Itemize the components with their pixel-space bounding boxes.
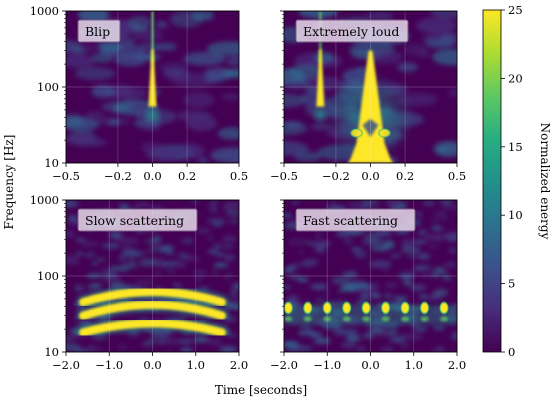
colorbar-tick-label: 20 <box>508 71 523 85</box>
y-tick-label: 1000 <box>30 4 59 18</box>
y-tick-label: 10 <box>44 156 59 170</box>
panel-title-box: Fast scattering <box>295 208 416 232</box>
x-tick-label: 2.0 <box>448 358 466 372</box>
x-axis-label: Time [seconds] <box>215 383 307 397</box>
colorbar-tick-label: 0 <box>508 345 515 359</box>
colorbar-label: Normalized energy <box>538 123 550 240</box>
colorbar: 0 5 10 15 20 25 Normalized energy <box>482 3 550 359</box>
panel-title-box: Slow scattering <box>77 208 198 232</box>
x-ticks: −0.5 −0.2 0.0 0.2 0.5 <box>52 163 248 183</box>
colorbar-tick-label: 5 <box>508 277 515 291</box>
panel-title: Extremely loud <box>303 24 399 39</box>
panel-3: Fast scattering −2.0 −1.0 0.0 1.0 2.0 <box>270 199 466 372</box>
panel-title: Slow scattering <box>85 213 184 228</box>
x-tick-label: 0.2 <box>178 169 196 183</box>
x-tick-label: −2.0 <box>270 358 298 372</box>
x-tick-label: 0.2 <box>396 169 414 183</box>
y-ticks: 10 100 1000 <box>30 193 66 359</box>
y-axis-label: Frequency [Hz] <box>2 135 16 230</box>
x-tick-label: 0.0 <box>361 169 379 183</box>
y-tick-label: 100 <box>37 269 59 283</box>
x-tick-label: 1.0 <box>405 358 423 372</box>
y-tick-label: 10 <box>44 345 59 359</box>
x-tick-label: 0.5 <box>448 169 466 183</box>
feature-arch <box>75 315 230 341</box>
colorbar-gradient <box>482 9 502 353</box>
x-ticks: −2.0 −1.0 0.0 1.0 2.0 <box>270 352 466 372</box>
x-tick-label: −0.5 <box>52 169 80 183</box>
x-tick-label: 0.0 <box>361 358 379 372</box>
colorbar-tick-label: 25 <box>508 3 523 17</box>
panel-title-box: Blip <box>77 19 121 43</box>
y-tick-label: 1000 <box>30 193 59 207</box>
y-ticks: 10 100 1000 <box>30 4 66 170</box>
noise-texture <box>284 200 457 352</box>
x-tick-label: −1.0 <box>313 358 341 372</box>
y-ticks <box>280 199 284 353</box>
feature-arch <box>75 284 230 310</box>
colorbar-tick-label: 15 <box>508 140 523 154</box>
y-ticks <box>280 10 284 164</box>
x-tick-label: −0.2 <box>104 169 132 183</box>
x-tick-label: −2.0 <box>52 358 80 372</box>
x-tick-label: −0.2 <box>322 169 350 183</box>
x-tick-label: 0.0 <box>143 169 161 183</box>
panel-title: Fast scattering <box>303 213 398 228</box>
feature-broadband <box>325 50 416 163</box>
colorbar-tick-label: 10 <box>508 208 523 222</box>
x-tick-label: 1.0 <box>187 358 205 372</box>
panel-2: Slow scattering −2.0 −1.0 0.0 1.0 2.0 10 100 100… <box>30 193 248 372</box>
panel-title-box: Extremely loud <box>295 19 409 43</box>
x-tick-label: −0.5 <box>270 169 298 183</box>
x-tick-label: −1.0 <box>95 358 123 372</box>
y-tick-label: 100 <box>37 80 59 94</box>
feature-arch <box>75 297 230 324</box>
feature-spike <box>142 11 163 125</box>
panel-0: Blip −0.5 −0.2 0.0 0.2 0.5 10 100 1000 <box>30 4 248 183</box>
feature-periodic_blobs <box>284 300 457 325</box>
x-ticks: −0.5 −0.2 0.0 0.2 0.5 <box>270 163 466 183</box>
x-tick-label: 2.0 <box>230 358 248 372</box>
x-tick-label: 0.0 <box>143 358 161 372</box>
panel-1: Extremely loud −0.5 −0.2 0.0 0.2 0.5 <box>270 10 466 183</box>
x-ticks: −2.0 −1.0 0.0 1.0 2.0 <box>52 352 248 372</box>
x-tick-label: 0.5 <box>230 169 248 183</box>
panel-title: Blip <box>85 24 110 39</box>
